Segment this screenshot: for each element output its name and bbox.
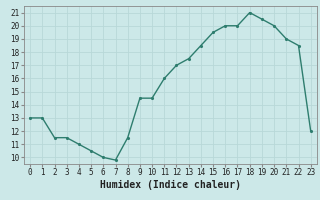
- X-axis label: Humidex (Indice chaleur): Humidex (Indice chaleur): [100, 180, 241, 190]
